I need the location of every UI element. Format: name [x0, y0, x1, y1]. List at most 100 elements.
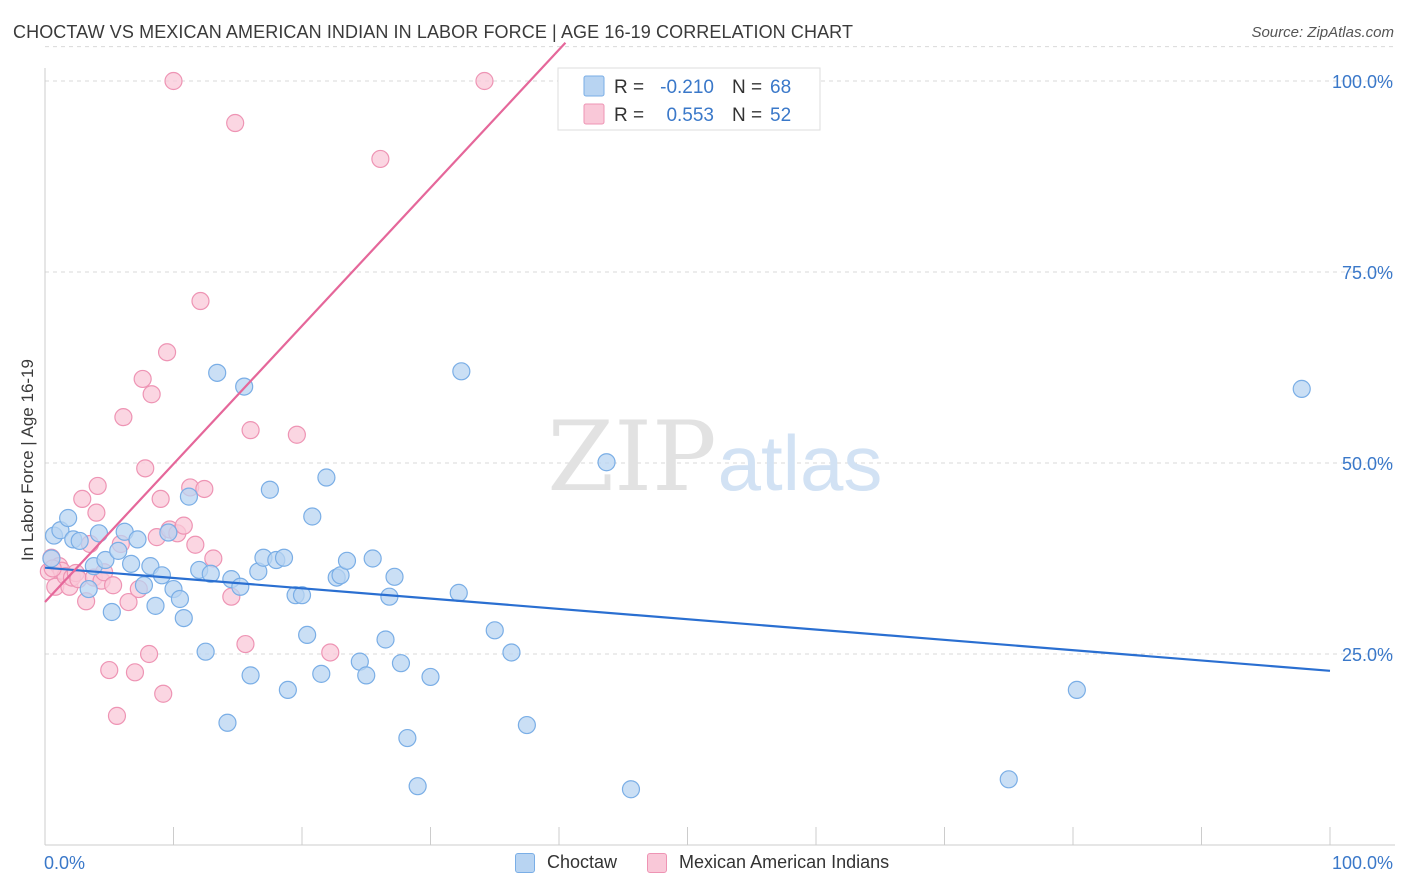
y-tick-label: 75.0%	[1342, 263, 1393, 283]
mexican-point	[174, 516, 193, 535]
bottom-legend: Choctaw Mexican American Indians	[515, 852, 919, 873]
mexican-point	[241, 421, 260, 440]
choctaw-point	[398, 728, 417, 748]
choctaw-point	[385, 567, 404, 586]
choctaw-point	[408, 777, 427, 796]
bottom-legend-swatch-choctaw	[515, 852, 535, 873]
mexican-point	[119, 592, 138, 612]
choctaw-point	[502, 643, 521, 662]
chart-source: Source: ZipAtlas.com	[1251, 24, 1394, 41]
mexican-point	[133, 369, 152, 389]
choctaw-point	[179, 487, 199, 506]
trend-lines	[44, 42, 1331, 672]
choctaw-point	[59, 508, 78, 528]
choctaw-point	[1067, 680, 1086, 700]
mexican-point	[107, 706, 127, 725]
mexican-point	[475, 71, 494, 91]
choctaw-point	[357, 666, 376, 685]
y-tick-label: 50.0%	[1342, 454, 1393, 474]
tick-labels: 25.0% 50.0% 75.0% 100.0% 0.0% 100.0%	[44, 72, 1393, 873]
choctaw-trend-line	[44, 566, 1331, 672]
choctaw-point	[517, 715, 536, 735]
y-tick-label: 100.0%	[1332, 72, 1393, 92]
mexican-point	[226, 113, 245, 133]
choctaw-series-points	[42, 362, 1311, 799]
axes	[44, 68, 1395, 846]
legend-n-label-mexican: N =	[732, 105, 762, 126]
choctaw-point	[89, 524, 109, 543]
legend-n-value-choctaw: 68	[770, 77, 791, 98]
choctaw-point	[421, 667, 440, 687]
legend-n-value-mexican: 52	[770, 105, 791, 126]
choctaw-point	[303, 507, 322, 526]
bottom-legend-label-mexican: Mexican American Indians	[679, 852, 890, 872]
mexican-point	[139, 644, 159, 664]
x-tick-label-min: 0.0%	[44, 853, 85, 873]
choctaw-point	[134, 576, 154, 595]
mexican-point	[191, 291, 210, 311]
bottom-legend-item-choctaw: Choctaw	[515, 852, 617, 873]
choctaw-point	[146, 596, 165, 615]
watermark-zip: ZIP	[547, 401, 716, 513]
top-legend: R = -0.210 N = 68 R = 0.553 N = 52	[557, 67, 821, 131]
watermark: ZIP atlas	[547, 401, 882, 513]
chart-title: CHOCTAW VS MEXICAN AMERICAN INDIAN IN LA…	[13, 22, 854, 42]
choctaw-point	[312, 664, 331, 683]
choctaw-point	[218, 713, 237, 732]
bottom-legend-item-mexican: Mexican American Indians	[647, 852, 889, 873]
choctaw-point	[174, 608, 193, 628]
choctaw-point	[485, 621, 504, 640]
choctaw-point	[337, 551, 357, 570]
choctaw-point	[274, 548, 294, 567]
mexican-point	[142, 385, 161, 404]
legend-swatch-mexican	[583, 103, 605, 125]
choctaw-point	[128, 530, 147, 549]
choctaw-point	[449, 583, 468, 602]
mexican-point	[154, 684, 173, 703]
y-axis-title: In Labor Force | Age 16-19	[18, 359, 37, 561]
mexican-point	[195, 479, 214, 499]
choctaw-point	[391, 654, 411, 673]
mexican-trend-line	[44, 42, 567, 603]
choctaw-point	[597, 453, 616, 472]
mexican-point	[88, 476, 107, 496]
legend-swatch-choctaw	[583, 75, 605, 97]
mexican-point	[204, 549, 223, 568]
legend-r-value-choctaw: -0.210	[660, 77, 714, 98]
choctaw-point	[999, 770, 1018, 789]
mexican-point	[104, 576, 123, 595]
choctaw-point	[201, 564, 220, 583]
bottom-legend-label-choctaw: Choctaw	[547, 852, 618, 872]
choctaw-point	[102, 602, 121, 622]
legend-r-value-mexican: 0.553	[666, 105, 714, 126]
choctaw-point	[452, 362, 471, 381]
choctaw-point	[70, 531, 89, 551]
choctaw-point	[278, 680, 297, 700]
choctaw-point	[159, 523, 178, 542]
mexican-point	[87, 503, 106, 522]
choctaw-point	[170, 589, 190, 609]
mexican-point	[321, 643, 340, 662]
choctaw-point	[241, 666, 260, 685]
x-tick-label-max: 100.0%	[1332, 853, 1393, 873]
mexican-point	[100, 660, 119, 680]
watermark-atlas: atlas	[718, 419, 883, 507]
mexican-point	[164, 71, 183, 91]
mexican-point	[151, 489, 170, 509]
choctaw-point	[109, 541, 128, 560]
legend-r-label-choctaw: R =	[614, 77, 644, 98]
mexican-point	[125, 663, 145, 682]
choctaw-point	[363, 549, 382, 568]
mexican-point	[114, 408, 133, 427]
choctaw-point	[79, 579, 98, 599]
mexican-point	[73, 489, 92, 509]
choctaw-point	[96, 550, 115, 570]
choctaw-point	[208, 363, 227, 382]
grid-lines	[45, 46, 1395, 655]
legend-r-label-mexican: R =	[614, 105, 644, 126]
choctaw-point	[121, 554, 141, 573]
choctaw-point	[317, 468, 336, 487]
choctaw-point	[376, 630, 395, 649]
choctaw-point	[621, 780, 641, 799]
